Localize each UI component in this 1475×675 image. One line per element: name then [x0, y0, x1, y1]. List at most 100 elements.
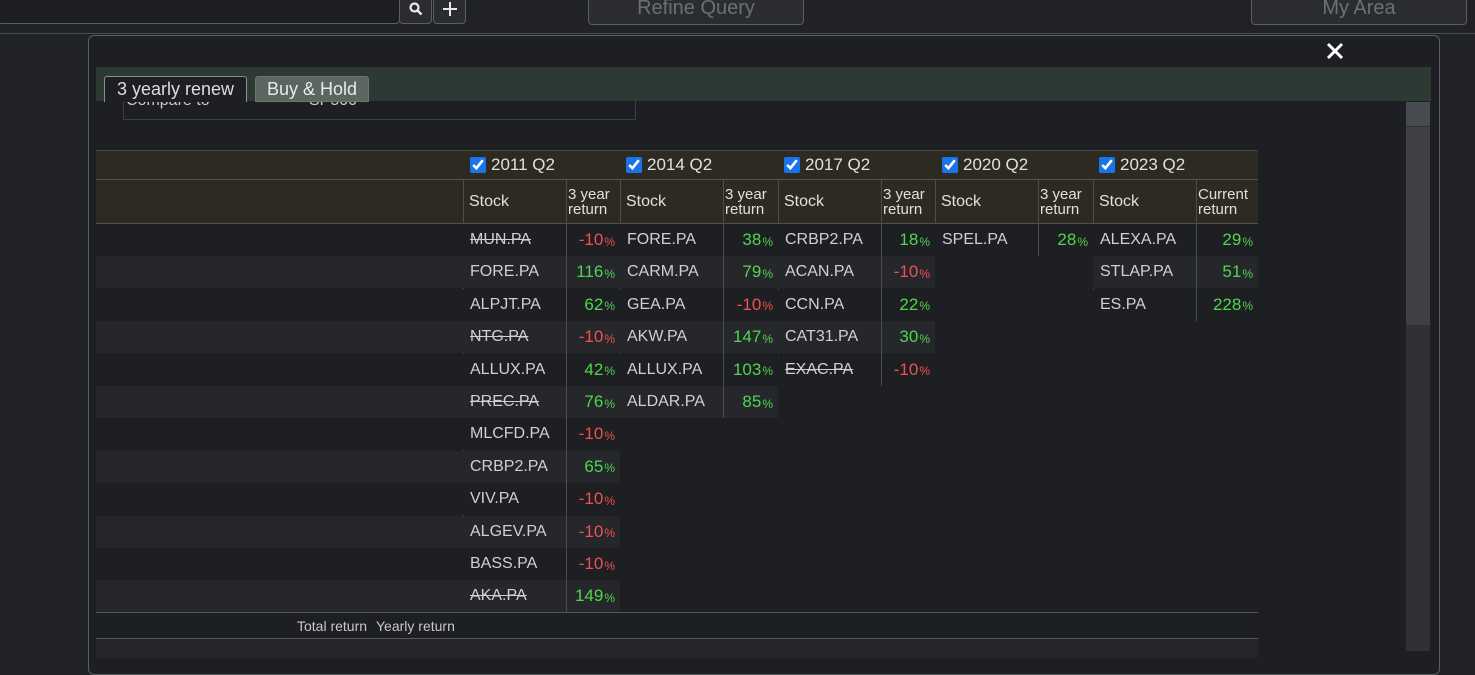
period-toggle-0[interactable]: 2011 Q2 — [470, 155, 555, 175]
period-label: 2017 Q2 — [805, 155, 871, 174]
percent-sign: % — [604, 266, 615, 281]
column-divider — [1038, 179, 1039, 257]
percent-sign: % — [604, 493, 615, 508]
stock-cell[interactable]: ES.PA — [1093, 288, 1196, 321]
return-value: 228 — [1212, 294, 1242, 314]
stock-cell[interactable]: ALLUX.PA — [463, 353, 566, 386]
percent-sign: % — [1242, 234, 1253, 249]
stock-cell[interactable]: AKA.PA — [463, 580, 566, 613]
return-cell: 149% — [567, 580, 620, 613]
percent-sign: % — [919, 266, 930, 281]
period-checkbox[interactable] — [1099, 157, 1115, 173]
stock-cell[interactable]: FORE.PA — [463, 256, 566, 289]
percent-sign: % — [604, 396, 615, 411]
search-button[interactable] — [399, 0, 432, 24]
add-button[interactable] — [433, 0, 466, 24]
period-toggle-3[interactable]: 2020 Q2 — [942, 155, 1028, 175]
percent-sign: % — [604, 526, 615, 541]
percent-sign: % — [604, 234, 615, 249]
return-cell: 85% — [724, 386, 778, 418]
tab-buy-and-hold[interactable]: Buy & Hold — [255, 76, 369, 102]
stock-cell[interactable]: AKW.PA — [620, 321, 723, 354]
return-value: -10 — [736, 294, 762, 314]
period-toggle-4[interactable]: 2023 Q2 — [1099, 155, 1185, 175]
return-column-header: 3 year return — [725, 185, 767, 218]
period-checkbox[interactable] — [942, 157, 958, 173]
scrollbar-thumb[interactable] — [1406, 127, 1430, 325]
stock-cell[interactable]: ALPJT.PA — [463, 288, 566, 321]
close-icon — [1326, 42, 1344, 60]
stock-cell[interactable]: ALGEV.PA — [463, 515, 566, 548]
return-value: 116 — [576, 262, 604, 282]
stock-cell[interactable]: BASS.PA — [463, 548, 566, 580]
row-band — [96, 288, 463, 321]
refine-query-button[interactable]: Refine Query — [588, 0, 804, 25]
row-band — [96, 386, 463, 418]
stock-cell[interactable]: MLCFD.PA — [463, 418, 566, 451]
column-divider — [723, 179, 724, 419]
stock-cell[interactable]: ALLUX.PA — [620, 353, 723, 386]
stock-column-header: Stock — [784, 192, 825, 210]
row-band — [96, 450, 463, 483]
return-cell: 29% — [1197, 224, 1258, 256]
stock-column-header: Stock — [1099, 192, 1140, 210]
period-checkbox[interactable] — [784, 157, 800, 173]
stock-cell[interactable]: FORE.PA — [620, 224, 723, 256]
return-value: 65 — [584, 456, 604, 476]
stock-cell[interactable]: CRBP2.PA — [778, 224, 881, 256]
return-column-header: 3 year return — [1040, 185, 1082, 218]
return-value: 51 — [1222, 262, 1242, 282]
stock-cell[interactable]: CRBP2.PA — [463, 450, 566, 483]
period-toggle-2[interactable]: 2017 Q2 — [784, 155, 870, 175]
total-return-label: Total return — [297, 618, 368, 634]
stock-cell[interactable]: CARM.PA — [620, 256, 723, 289]
period-label: 2020 Q2 — [963, 155, 1029, 174]
return-value: -10 — [893, 262, 919, 282]
stock-cell[interactable]: ALDAR.PA — [620, 386, 723, 418]
close-button[interactable] — [1325, 41, 1345, 61]
percent-sign: % — [762, 331, 773, 346]
my-area-button[interactable]: My Area — [1251, 0, 1467, 25]
period-toggle-1[interactable]: 2014 Q2 — [626, 155, 712, 175]
return-cell: 65% — [567, 450, 620, 483]
percent-sign: % — [919, 331, 930, 346]
search-input[interactable] — [0, 0, 400, 24]
return-column-header: Current return — [1198, 185, 1249, 218]
totals-row — [96, 638, 1258, 658]
percent-sign: % — [919, 364, 930, 379]
column-header-row — [96, 179, 1258, 224]
return-cell: 116% — [567, 256, 620, 289]
scroll-up-arrow[interactable] — [1406, 102, 1430, 126]
period-label: 2011 Q2 — [491, 155, 555, 174]
return-cell: 79% — [724, 256, 778, 289]
stock-cell[interactable]: PREC.PA — [463, 386, 566, 418]
row-band — [96, 515, 463, 548]
stock-cell[interactable]: EXAC.PA — [778, 353, 881, 386]
period-checkbox[interactable] — [626, 157, 642, 173]
column-divider — [566, 179, 567, 613]
return-column-header: 3 year return — [883, 185, 925, 218]
stock-cell[interactable]: GEA.PA — [620, 288, 723, 321]
stock-cell[interactable]: SPEL.PA — [935, 224, 1038, 256]
return-cell: -10% — [724, 288, 778, 321]
percent-sign: % — [762, 266, 773, 281]
tab-3-yearly-renew[interactable]: 3 yearly renew — [104, 76, 247, 102]
return-cell: 42% — [567, 353, 620, 386]
stock-cell[interactable]: VIV.PA — [463, 483, 566, 516]
stock-cell[interactable]: NTG.PA — [463, 321, 566, 354]
stock-cell[interactable]: MUN.PA — [463, 224, 566, 256]
stock-cell[interactable]: ACAN.PA — [778, 256, 881, 289]
return-cell: -10% — [567, 224, 620, 256]
return-value: -10 — [578, 489, 604, 509]
return-value: 22 — [899, 294, 919, 314]
totals-divider — [96, 612, 1258, 613]
stock-cell[interactable]: STLAP.PA — [1093, 256, 1196, 289]
return-cell: 28% — [1039, 224, 1093, 256]
percent-sign: % — [604, 558, 615, 573]
return-value: 76 — [584, 392, 604, 411]
period-checkbox[interactable] — [470, 157, 486, 173]
stock-cell[interactable]: ALEXA.PA — [1093, 224, 1196, 256]
stock-cell[interactable]: CCN.PA — [778, 288, 881, 321]
stock-cell[interactable]: CAT31.PA — [778, 321, 881, 354]
return-cell: -10% — [567, 483, 620, 516]
